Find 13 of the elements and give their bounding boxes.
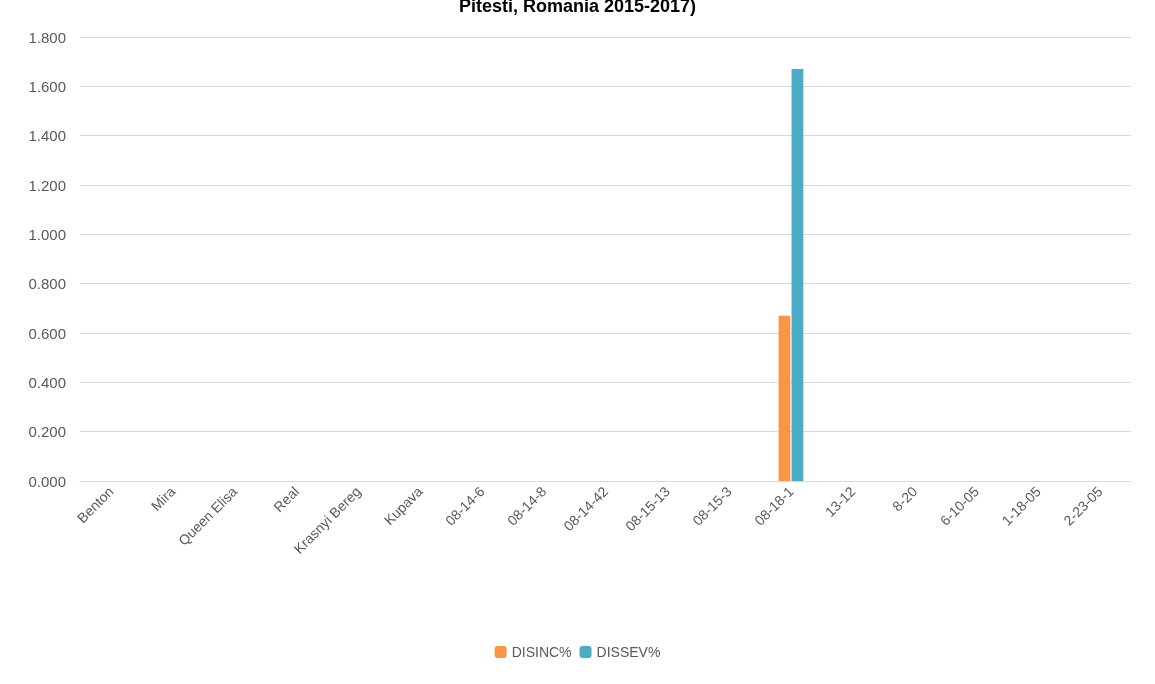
y-tick-label: 1.400 bbox=[28, 127, 66, 145]
y-tick-label: 1.200 bbox=[28, 176, 66, 194]
y-tick-label: 0.000 bbox=[28, 472, 66, 490]
y-tick-label: 0.600 bbox=[28, 324, 66, 342]
legend-label: DISINC% bbox=[511, 644, 572, 660]
y-tick-label: 0.800 bbox=[28, 275, 66, 293]
y-tick-label: 0.200 bbox=[28, 423, 66, 441]
y-tick-label: 1.000 bbox=[28, 225, 66, 243]
y-tick-label: 0.400 bbox=[28, 373, 66, 391]
legend-label: DISSEV% bbox=[596, 644, 661, 660]
x-tick-label: Mira bbox=[147, 483, 179, 514]
y-tick-label: 1.800 bbox=[28, 28, 66, 46]
y-tick-label: 1.600 bbox=[28, 77, 66, 95]
